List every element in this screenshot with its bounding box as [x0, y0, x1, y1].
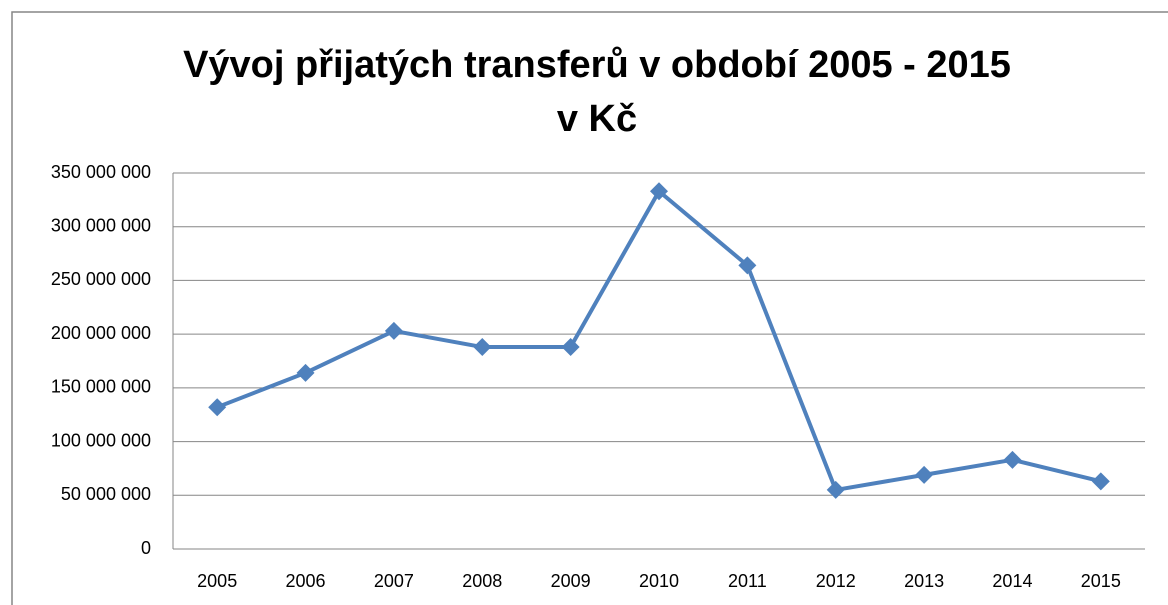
marker	[1091, 472, 1110, 491]
x-tick-label: 2015	[1081, 571, 1121, 591]
y-tick-label: 50 000 000	[61, 484, 151, 504]
chart-title: Vývoj přijatých transferů v období 2005 …	[183, 44, 1011, 86]
x-tick-label: 2007	[374, 571, 414, 591]
x-tick-label: 2008	[462, 571, 502, 591]
y-tick-label: 100 000 000	[51, 430, 151, 450]
x-tick-label: 2011	[728, 571, 767, 591]
marker	[650, 182, 668, 201]
marker	[915, 465, 934, 484]
y-tick-label: 150 000 000	[51, 377, 151, 397]
marker	[561, 338, 580, 357]
x-tick-label: 2009	[551, 571, 591, 591]
marker	[826, 480, 845, 499]
y-tick-label: 350 000 000	[51, 162, 151, 182]
x-tick-label: 2014	[992, 571, 1032, 591]
x-tick-label: 2010	[639, 571, 679, 591]
marker	[473, 338, 492, 357]
x-tick-label: 2013	[904, 571, 944, 591]
chart-subtitle: v Kč	[557, 98, 637, 140]
chart-frame	[11, 11, 1168, 605]
marker	[384, 321, 403, 340]
marker	[296, 363, 315, 382]
marker	[1003, 450, 1022, 469]
y-tick-label: 200 000 000	[51, 323, 151, 343]
x-tick-label: 2005	[197, 571, 237, 591]
x-tick-label: 2012	[816, 571, 856, 591]
marker	[208, 398, 227, 417]
y-tick-label: 300 000 000	[51, 215, 151, 235]
y-tick-label: 0	[141, 538, 151, 558]
x-tick-label: 2006	[286, 571, 326, 591]
y-tick-label: 250 000 000	[51, 269, 151, 289]
marker	[738, 256, 757, 275]
